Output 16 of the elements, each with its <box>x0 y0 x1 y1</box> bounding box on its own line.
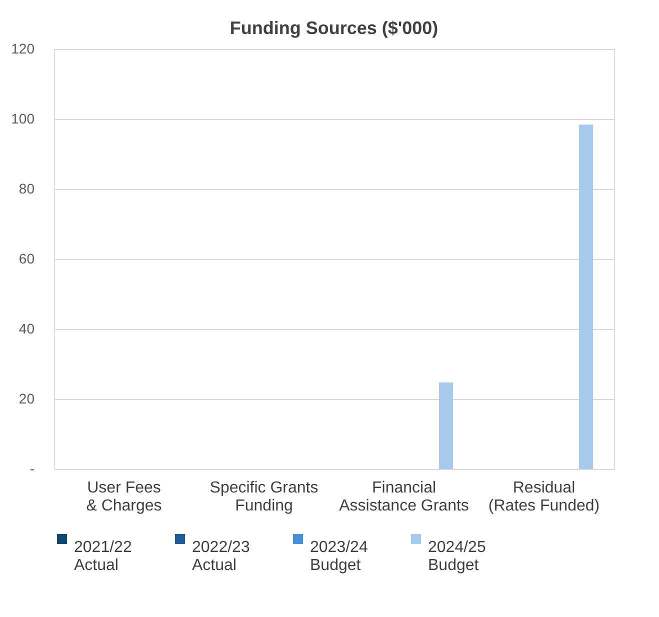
legend-label: 2022/23 Actual <box>192 539 250 574</box>
y-tick-label: 60 <box>18 250 35 266</box>
y-tick-label: 40 <box>18 320 35 336</box>
y-tick-label: 120 <box>11 40 35 56</box>
y-tick-label: 20 <box>18 390 35 406</box>
legend-label: 2023/24 Budget <box>310 539 368 574</box>
chart-title: Funding Sources ($'000) <box>230 18 438 38</box>
x-tick-label: Specific Grants Funding <box>210 480 318 514</box>
x-tick-label: Financial Assistance Grants <box>339 480 469 514</box>
y-tick-label: 100 <box>11 110 35 126</box>
y-tick-label: - <box>30 460 35 476</box>
legend-label: 2024/25 Budget <box>428 539 486 574</box>
x-tick-label: User Fees & Charges <box>86 480 162 514</box>
y-tick-label: 80 <box>18 180 35 196</box>
legend-label: 2021/22 Actual <box>74 539 132 574</box>
x-tick-label: Residual (Rates Funded) <box>488 480 600 514</box>
